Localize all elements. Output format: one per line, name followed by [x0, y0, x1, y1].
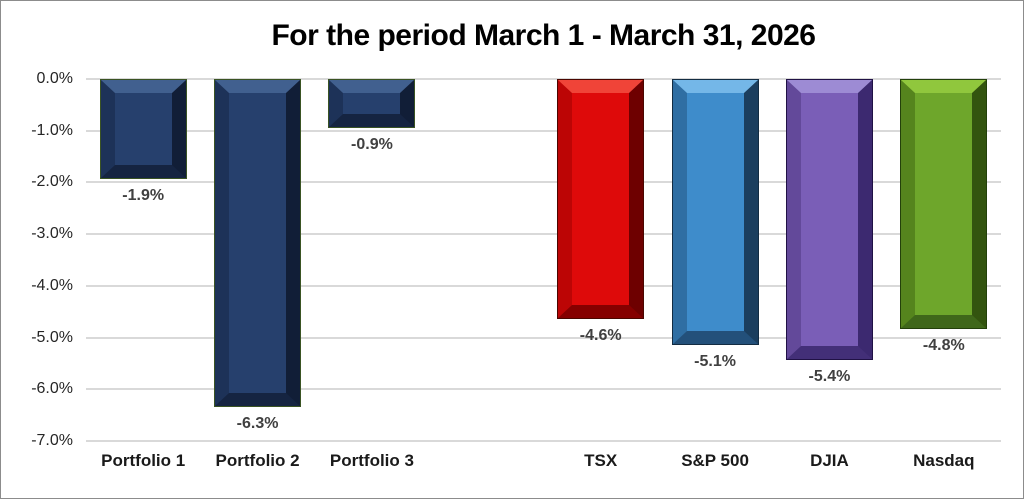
bar-data-label: -0.9%	[351, 135, 393, 153]
category-label-portfolio-3: Portfolio 3	[329, 451, 414, 470]
y-axis-tick-label: 0.0%	[36, 70, 73, 87]
gridline	[86, 233, 1001, 236]
y-axis-tick-label: -6.0%	[31, 380, 73, 398]
y-axis-tick-label: -7.0%	[31, 431, 73, 449]
chart-title: For the period March 1 - March 31, 2026	[271, 19, 816, 52]
bar-portfolio-3	[328, 79, 416, 128]
bar-data-label: -1.9%	[122, 187, 165, 205]
gridline	[86, 284, 1001, 287]
y-axis-tick-label: -1.0%	[31, 121, 73, 139]
category-label-s-p-500: S&P 500	[681, 451, 749, 470]
gridline	[86, 388, 1001, 391]
category-label-portfolio-2: Portfolio 2	[215, 451, 300, 470]
bar-data-label: -6.3%	[236, 414, 279, 432]
bar-portfolio-2	[214, 79, 302, 407]
bar-portfolio-1	[99, 78, 187, 180]
y-axis-tick-label: -3.0%	[31, 225, 73, 243]
bar-data-label: -5.1%	[694, 352, 736, 370]
category-label-nasdaq: Nasdaq	[913, 451, 975, 470]
y-axis-tick-label: -2.0%	[31, 173, 73, 191]
gridline	[86, 129, 1001, 132]
gridline	[86, 439, 1001, 442]
bar-nasdaq	[900, 78, 988, 330]
y-axis-tick-label: -4.0%	[31, 276, 73, 294]
bar-tsx	[557, 79, 645, 319]
bar-djia	[785, 78, 873, 361]
gridline	[86, 181, 1001, 184]
category-label-tsx: TSX	[584, 451, 618, 470]
bar-data-label: -4.8%	[922, 337, 965, 355]
bar-s-p-500	[671, 79, 759, 345]
bar-data-label: -4.6%	[579, 326, 622, 344]
category-label-djia: DJIA	[810, 451, 849, 470]
gridline	[86, 336, 1001, 339]
bar-data-label: -5.4%	[808, 368, 851, 386]
gridline	[86, 78, 1001, 80]
y-axis-tick-label: -5.0%	[31, 328, 73, 346]
category-label-portfolio-1: Portfolio 1	[101, 451, 186, 470]
